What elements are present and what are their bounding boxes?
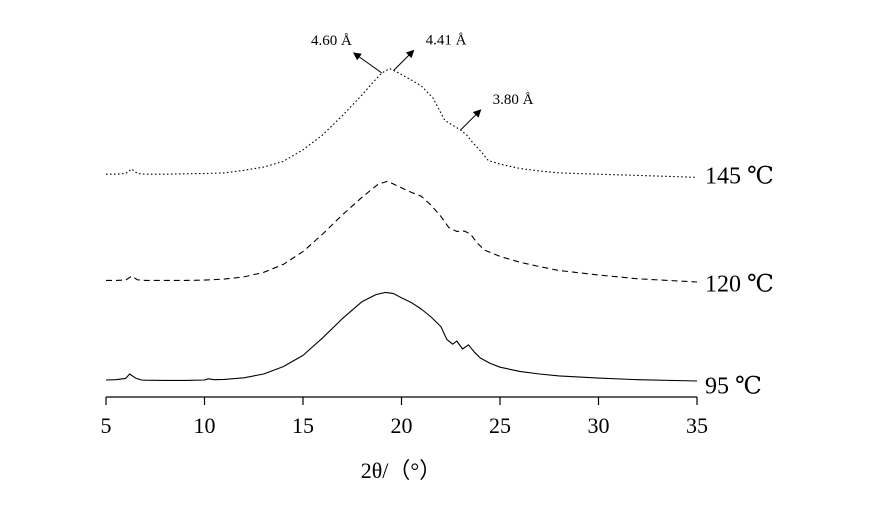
x-axis-label: 2θ/（°） [361,458,441,483]
series-label: 145 ℃ [705,164,774,190]
x-tick-label: 20 [391,413,413,438]
x-tick-label: 15 [292,413,314,438]
annotation-arrow [393,49,415,71]
series-layer: 95 ℃ 120 ℃ 145 ℃ [105,68,774,400]
annotation-label: 3.80 Å [493,92,534,108]
x-axis: 5 10 15 20 25 30 35 [101,396,708,438]
x-tick-label: 5 [101,413,112,438]
x-tick-label: 30 [588,413,610,438]
x-tick-label: 35 [686,413,708,438]
annotation-label: 4.41 Å [426,33,467,49]
series-line [106,68,698,178]
series-line [105,291,698,382]
series-label: 120 ℃ [705,272,774,298]
series-label: 95 ℃ [705,374,762,400]
annotation-layer: 4.60 Å 4.41 Å 3.80 Å [311,33,534,131]
annotation-arrow [460,109,482,131]
annotation-label: 4.60 Å [311,33,352,49]
x-tick-label: 10 [194,413,216,438]
series-line [106,180,698,283]
x-tick-label: 25 [489,413,511,438]
annotation-arrow [352,52,383,74]
